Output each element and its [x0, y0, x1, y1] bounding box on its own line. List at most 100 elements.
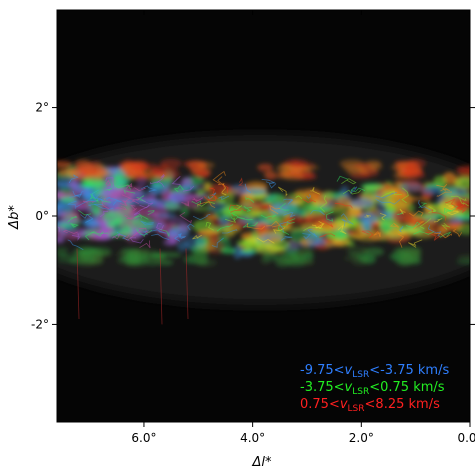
- filament: [94, 193, 106, 202]
- filament: [336, 175, 348, 182]
- filament: [237, 216, 253, 221]
- filament: [396, 211, 404, 216]
- filament: [224, 217, 237, 223]
- filament: [272, 227, 286, 234]
- emission-blob: [168, 216, 186, 224]
- filament: [67, 200, 77, 209]
- emission-blob: [250, 210, 270, 216]
- emission-blob: [337, 195, 352, 208]
- filament: [133, 187, 147, 192]
- filament: [364, 214, 372, 218]
- filament: [229, 204, 247, 212]
- filament: [280, 236, 293, 241]
- emission-blob: [401, 167, 423, 177]
- emission-blob: [436, 225, 460, 231]
- filament: [266, 220, 281, 228]
- filament: [401, 187, 409, 204]
- filament: [187, 223, 195, 231]
- legend-entry-variable: v: [345, 363, 353, 378]
- filament: [450, 195, 467, 202]
- filament: [192, 213, 211, 221]
- filament: [89, 194, 99, 203]
- filament: [350, 186, 366, 193]
- filament: [72, 190, 84, 197]
- filament: [325, 211, 334, 222]
- emission-blob: [57, 254, 77, 259]
- filament: [139, 240, 151, 249]
- filament: [283, 198, 294, 205]
- legend-entry: -3.75<vLSR<0.75 km/s: [300, 380, 445, 397]
- emission-blob: [206, 240, 225, 255]
- emission-blob: [268, 239, 290, 251]
- emission-blob: [149, 167, 161, 174]
- emission-blob: [411, 216, 426, 228]
- filament: [173, 184, 184, 193]
- filament: [203, 194, 217, 202]
- filament: [310, 186, 320, 195]
- emission-blob: [454, 177, 470, 190]
- filament: [217, 176, 225, 186]
- filament: [221, 229, 238, 234]
- emission-blob: [282, 259, 307, 264]
- emission-blob: [149, 183, 170, 195]
- filament: [379, 213, 387, 221]
- emission-blob: [262, 249, 279, 257]
- filament: [319, 233, 336, 238]
- filament: [141, 185, 158, 192]
- filament: [428, 205, 437, 213]
- filament: [181, 201, 190, 207]
- legend-entry-variable: v: [345, 380, 353, 395]
- emission-blob: [377, 202, 387, 207]
- filament: [340, 213, 354, 225]
- emission-blob: [94, 169, 109, 179]
- filament: [192, 234, 202, 240]
- emission-blob: [131, 217, 155, 232]
- filament: [436, 184, 448, 189]
- emission-blob: [456, 259, 470, 265]
- emission-blob: [449, 215, 463, 224]
- filament: [441, 222, 451, 230]
- filament: [306, 194, 311, 199]
- emission-blob: [179, 184, 197, 191]
- emission-blob: [196, 188, 206, 197]
- filament: [389, 222, 400, 229]
- filament: [431, 209, 447, 221]
- filament: [295, 195, 303, 200]
- filament: [342, 189, 361, 195]
- legend-entry: 0.75<vLSR<8.25 km/s: [300, 397, 440, 414]
- filament: [125, 182, 133, 189]
- emission-blob: [129, 190, 148, 198]
- emission-blob: [57, 236, 65, 244]
- filament: [179, 211, 192, 224]
- filament: [147, 210, 155, 216]
- filament: [133, 213, 149, 220]
- filament: [246, 223, 266, 230]
- emission-blob: [236, 239, 255, 247]
- emission-blob: [417, 196, 431, 202]
- emission-blob: [392, 209, 415, 224]
- filament: [183, 185, 195, 192]
- emission-blob: [117, 232, 138, 238]
- emission-blob: [164, 201, 181, 211]
- x-axis-label: Δl*: [251, 455, 272, 470]
- emission-blob: [284, 248, 299, 254]
- filament: [80, 213, 94, 223]
- filament: [156, 173, 165, 184]
- filament: [283, 211, 296, 218]
- filament: [222, 183, 229, 194]
- filament: [423, 232, 441, 241]
- filament: [337, 224, 347, 235]
- filament: [419, 218, 432, 230]
- filament: [120, 199, 128, 207]
- emission-blob: [126, 173, 149, 181]
- emission-blob: [360, 182, 385, 191]
- filament: [443, 207, 452, 214]
- legend-entry-subscript: LSR: [352, 387, 369, 397]
- emission-blob: [197, 230, 210, 238]
- emission-blob: [457, 223, 470, 236]
- emission-blob: [69, 189, 83, 195]
- filament: [350, 186, 358, 194]
- emission-blob: [264, 172, 277, 180]
- filament: [207, 192, 217, 200]
